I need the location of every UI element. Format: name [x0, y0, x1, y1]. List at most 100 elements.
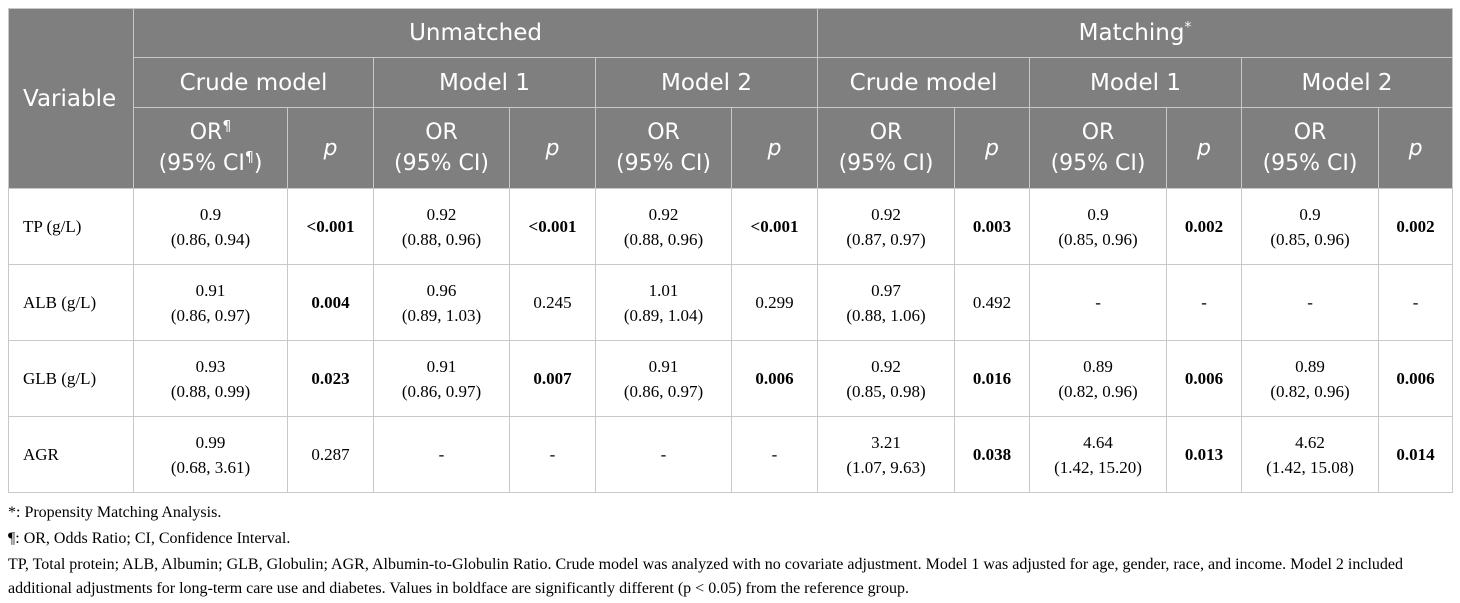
matching-header: Matching* — [817, 8, 1454, 58]
odds-ratio-value: 0.92 — [871, 356, 901, 376]
p-value-cell: 0.006 — [730, 340, 819, 417]
p-header: p — [1378, 107, 1454, 189]
odds-ratio-value: - — [1095, 293, 1101, 312]
or-ci-cell: - — [373, 416, 510, 493]
model-header: Model 2 — [594, 57, 819, 108]
or-ci-cell: 0.92 (0.85, 0.98) — [817, 340, 956, 417]
model-header: Crude model — [817, 57, 1031, 108]
or-ci-header: OR (95% CI) — [373, 107, 510, 189]
or-ci-cell: 4.64 (1.42, 15.20) — [1029, 416, 1168, 493]
confidence-interval-value: (0.85, 0.98) — [846, 381, 926, 401]
p-value-cell: 0.013 — [1166, 416, 1243, 493]
or-ci-cell: 0.97 (0.88, 1.06) — [817, 264, 956, 341]
p-value-cell: 0.023 — [287, 340, 374, 417]
variable-name: ALB (g/L) — [8, 264, 134, 341]
odds-ratio-value: 0.92 — [871, 204, 901, 224]
p-value-cell: 0.287 — [287, 416, 374, 493]
footnote: ¶: OR, Odds Ratio; CI, Confidence Interv… — [8, 530, 291, 547]
p-value-cell: 0.002 — [1378, 188, 1454, 265]
variable-name: TP (g/L) — [8, 188, 134, 265]
p-value-cell: - — [509, 416, 596, 493]
or-ci-cell: 0.89 (0.82, 0.96) — [1241, 340, 1380, 417]
confidence-interval-value: (0.87, 0.97) — [846, 229, 926, 249]
results-table: Variable Unmatched Matching* Crude model… — [8, 8, 1454, 493]
p-header: p — [509, 107, 596, 189]
table-footnotes: *: Propensity Matching Analysis. ¶: OR, … — [8, 501, 1452, 601]
confidence-interval-value: (0.89, 1.04) — [623, 305, 704, 325]
confidence-interval-value: (0.88, 0.96) — [623, 229, 704, 249]
odds-ratio-value: - — [438, 445, 445, 464]
model-header: Crude model — [133, 57, 374, 108]
p-value-cell: - — [730, 416, 819, 493]
confidence-interval-value: (0.86, 0.97) — [170, 305, 251, 325]
or-ci-cell: 4.62 (1.42, 15.08) — [1241, 416, 1380, 493]
confidence-interval-value: (0.68, 3.61) — [170, 457, 251, 477]
odds-ratio-value: 0.91 — [648, 356, 679, 376]
confidence-interval-value: (0.82, 0.96) — [1058, 381, 1138, 401]
or-ci-header: OR¶ (95% CI¶) — [133, 107, 288, 189]
p-value-cell: 0.245 — [509, 264, 596, 341]
table-header: Variable Unmatched Matching* Crude model… — [8, 8, 1454, 189]
odds-ratio-value: 0.89 — [1295, 356, 1325, 376]
or-ci-cell: 1.01 (0.89, 1.04) — [595, 264, 732, 341]
or-ci-header: OR (95% CI) — [1029, 107, 1168, 189]
or-ci-header: OR (95% CI) — [817, 107, 956, 189]
or-ci-cell: 0.9 (0.85, 0.96) — [1241, 188, 1380, 265]
or-ci-cell: 0.92 (0.88, 0.96) — [595, 188, 732, 265]
or-ci-cell: 3.21 (1.07, 9.63) — [817, 416, 956, 493]
matching-label: Matching — [1078, 20, 1185, 46]
p-value-cell: 0.038 — [954, 416, 1031, 493]
or-ci-cell: - — [1241, 264, 1380, 341]
odds-ratio-value: 0.91 — [426, 356, 457, 376]
confidence-interval-value: (0.88, 0.99) — [170, 381, 251, 401]
p-value-cell: <0.001 — [730, 188, 819, 265]
or-ci-cell: 0.96 (0.89, 1.03) — [373, 264, 510, 341]
p-value-cell: <0.001 — [287, 188, 374, 265]
p-value-cell: 0.016 — [954, 340, 1031, 417]
or-ci-cell: 0.9 (0.85, 0.96) — [1029, 188, 1168, 265]
odds-ratio-value: 0.9 — [1299, 204, 1321, 224]
odds-ratio-value: 0.91 — [195, 280, 226, 300]
matching-footnote-mark: * — [1184, 19, 1192, 36]
p-value-cell: 0.002 — [1166, 188, 1243, 265]
or-ci-cell: 0.91 (0.86, 0.97) — [373, 340, 510, 417]
or-ci-cell: - — [1029, 264, 1168, 341]
table-row: TP (g/L) 0.9 (0.86, 0.94) <0.001 0.92 (0.88, … — [8, 188, 1454, 265]
odds-ratio-value: 3.21 — [871, 432, 901, 452]
odds-ratio-value: 0.96 — [426, 280, 457, 300]
model-header: Model 1 — [1029, 57, 1243, 108]
confidence-interval-value: (0.88, 1.06) — [846, 305, 926, 325]
odds-ratio-value: 0.93 — [195, 356, 226, 376]
model-header: Model 2 — [1241, 57, 1454, 108]
table-row: GLB (g/L) 0.93 (0.88, 0.99) 0.023 0.91 (0.86,… — [8, 340, 1454, 417]
confidence-interval-value: (1.07, 9.63) — [846, 457, 926, 477]
p-value-cell: 0.006 — [1166, 340, 1243, 417]
variable-header: Variable — [8, 8, 134, 189]
odds-ratio-value: 4.62 — [1295, 432, 1325, 452]
or-ci-cell: 0.92 (0.87, 0.97) — [817, 188, 956, 265]
confidence-interval-value: (0.82, 0.96) — [1270, 381, 1350, 401]
confidence-interval-value: (0.85, 0.96) — [1270, 229, 1350, 249]
odds-ratio-value: 0.99 — [195, 432, 226, 452]
p-header: p — [287, 107, 374, 189]
p-value-cell: - — [1378, 264, 1454, 341]
confidence-interval-value: (1.42, 15.08) — [1266, 457, 1354, 477]
ci-footnote-mark: ¶ — [244, 149, 254, 166]
p-value-cell: - — [1166, 264, 1243, 341]
odds-ratio-value: 0.92 — [426, 204, 457, 224]
variable-name: GLB (g/L) — [8, 340, 134, 417]
confidence-interval-value: (0.86, 0.97) — [401, 381, 482, 401]
confidence-interval-value: (0.89, 1.03) — [401, 305, 482, 325]
or-ci-cell: 0.9 (0.86, 0.94) — [133, 188, 288, 265]
unmatched-header: Unmatched — [132, 8, 819, 58]
p-value-cell: <0.001 — [509, 188, 596, 265]
p-value-cell: 0.299 — [730, 264, 819, 341]
or-ci-cell: 0.91 (0.86, 0.97) — [133, 264, 288, 341]
p-header: p — [730, 107, 819, 189]
p-header: p — [954, 107, 1031, 189]
or-ci-header: OR (95% CI) — [595, 107, 732, 189]
or-ci-cell: 0.99 (0.68, 3.61) — [133, 416, 288, 493]
table-body: TP (g/L) 0.9 (0.86, 0.94) <0.001 0.92 (0.88, … — [8, 188, 1454, 493]
or-footnote-mark: ¶ — [222, 118, 232, 135]
footnote: *: Propensity Matching Analysis. — [8, 504, 222, 521]
